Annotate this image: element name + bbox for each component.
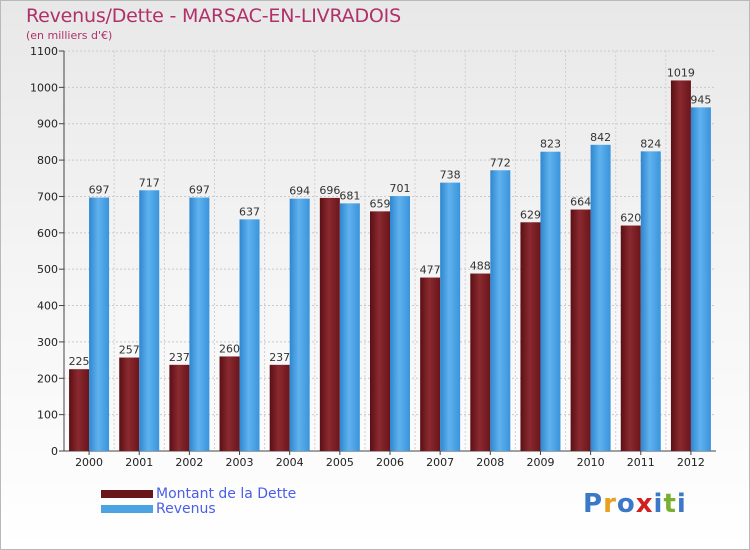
logo-letter: P [583,489,604,519]
data-label-dette: 257 [119,344,140,357]
bar-dette [119,357,140,451]
y-tick-label: 600 [37,227,58,240]
chart-title: Revenus/Dette - MARSAC-EN-LIVRADOIS [26,5,401,27]
logo-letter: t [663,489,677,519]
bar-revenus [640,151,661,451]
data-label-revenus: 823 [540,138,561,151]
bar-dette [670,80,691,452]
bar-revenus [139,190,160,452]
bar-dette [520,222,541,451]
data-label-dette: 620 [620,212,641,225]
x-tick-label: 2011 [627,456,655,469]
x-tick-label: 2010 [577,456,605,469]
data-label-dette: 664 [570,196,591,209]
y-tick-label: 1000 [30,81,58,94]
data-label-revenus: 842 [590,131,611,144]
x-tick-label: 2007 [426,456,454,469]
data-label-revenus: 701 [390,182,411,195]
legend-label-revenus: Revenus [156,501,216,517]
y-tick-label: 1100 [30,45,58,58]
data-label-dette: 659 [370,197,391,210]
bar-revenus [89,197,110,451]
bars [69,80,711,452]
data-label-revenus: 738 [440,169,461,182]
bar-revenus [390,196,410,451]
chart-subtitle: (en milliers d'€) [26,29,113,42]
data-label-dette: 488 [470,260,491,273]
logo-letter: i [653,489,664,519]
logo-letter: x [635,489,654,519]
data-label-dette: 237 [169,351,190,364]
legend-swatch-dette [101,490,153,498]
data-label-dette: 225 [69,355,90,368]
y-tick-label: 800 [37,154,58,167]
logo-letter: r [603,489,617,519]
y-tick-label: 300 [37,336,58,349]
data-label-revenus: 694 [289,185,310,198]
y-tick-label: 0 [51,445,58,458]
bar-revenus [690,107,711,451]
x-tick-label: 2009 [526,456,554,469]
x-tick-label: 2002 [175,456,203,469]
data-label-dette: 629 [520,208,541,221]
bar-revenus [490,170,511,452]
x-tick-label: 2001 [125,456,153,469]
bar-revenus [590,144,611,451]
data-label-dette: 260 [219,342,240,355]
data-label-revenus: 681 [339,189,360,202]
bar-revenus [189,197,210,451]
x-tick-label: 2005 [326,456,354,469]
data-label-revenus: 697 [89,184,110,197]
bar-revenus [239,219,260,451]
data-label-revenus: 637 [239,205,260,218]
data-label-revenus: 772 [490,156,511,169]
x-tick-label: 2006 [376,456,404,469]
bar-dette [470,273,491,451]
data-label-dette: 1019 [667,66,695,79]
legend-swatch-revenus [101,505,153,513]
bar-dette [370,211,390,451]
y-tick-label: 200 [37,372,58,385]
bar-dette [269,364,290,451]
data-label-revenus: 697 [189,184,210,197]
data-label-revenus: 945 [690,93,711,106]
x-tick-label: 2003 [226,456,254,469]
data-label-dette: 237 [269,351,290,364]
bar-dette [219,356,240,451]
y-tick-label: 400 [37,300,58,313]
legend-label-dette: Montant de la Dette [156,486,297,502]
bar-dette [69,369,90,451]
data-label-revenus: 824 [640,137,661,150]
proxiti-logo: Proxiti [583,489,687,519]
x-tick-label: 2012 [677,456,705,469]
data-label-revenus: 717 [139,176,160,189]
y-tick-label: 700 [37,190,58,203]
y-tick-label: 500 [37,263,58,276]
bar-revenus [440,182,461,452]
bar-dette [420,277,441,451]
logo-letter: i [676,489,687,519]
y-tick-label: 900 [37,118,58,131]
bar-dette [620,225,641,451]
data-label-dette: 696 [319,184,340,197]
bar-revenus [289,198,310,451]
bar-revenus [339,203,360,451]
bar-dette [570,209,591,451]
bar-revenus [540,151,561,451]
data-label-dette: 477 [420,264,441,277]
x-tick-label: 2008 [476,456,504,469]
bar-dette [319,197,340,451]
axes: 0 100 200 300 400 500 600 700 800 900 1000 1100 2000… [30,45,716,469]
logo-letter: o [616,489,636,519]
x-tick-label: 2000 [75,456,103,469]
y-tick-label: 100 [37,409,58,422]
data-labels: 225 697 257 717 237 697 260 637 237 694 696 681 659 7… [69,66,712,368]
bar-dette [169,364,190,451]
x-tick-label: 2004 [276,456,304,469]
